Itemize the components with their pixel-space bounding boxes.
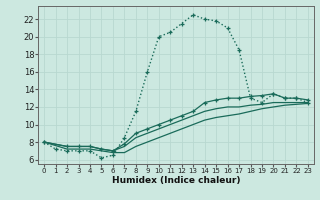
X-axis label: Humidex (Indice chaleur): Humidex (Indice chaleur) — [112, 176, 240, 185]
